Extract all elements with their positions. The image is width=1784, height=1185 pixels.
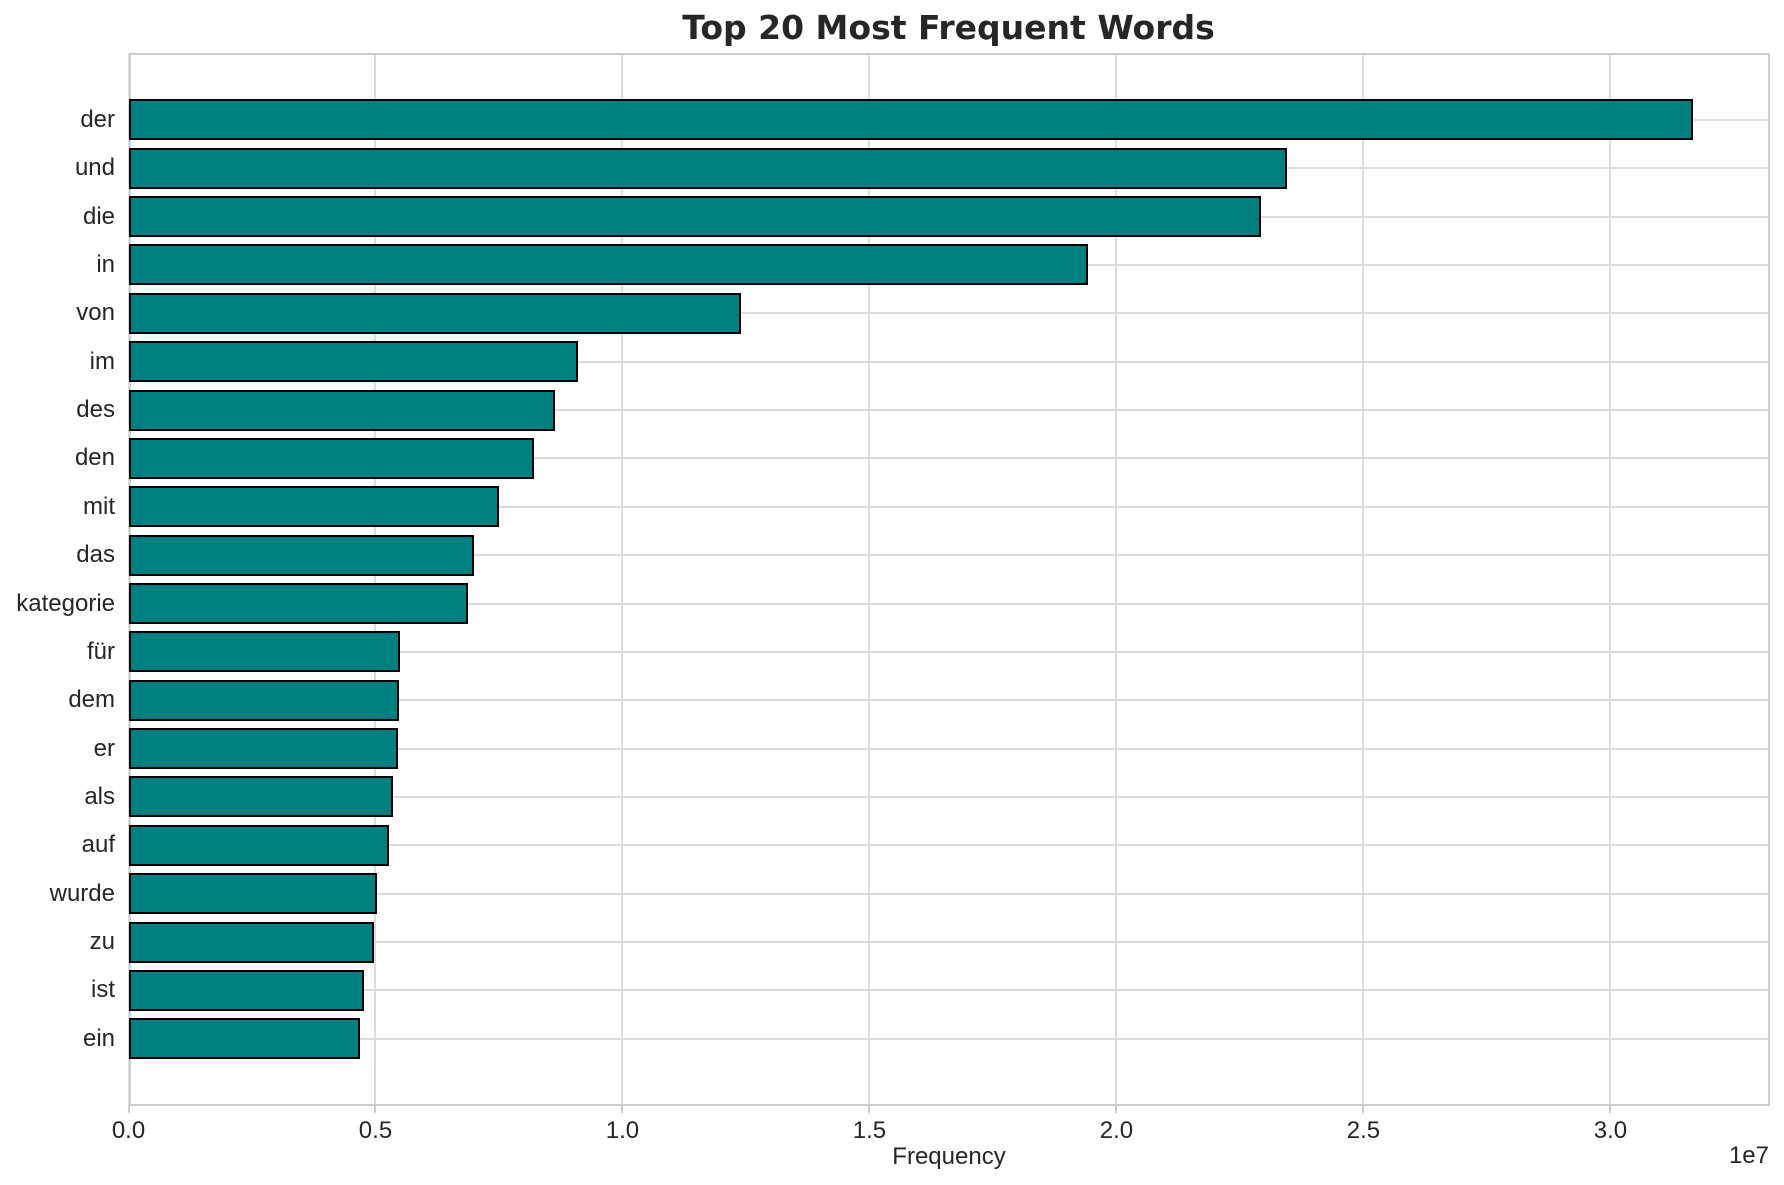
y-tick-label: den: [74, 444, 115, 472]
bar-zu: [128, 921, 374, 963]
y-gridline: [128, 941, 1770, 944]
plot-spine: [128, 52, 131, 1106]
y-tick-label: dem: [68, 686, 115, 714]
bar-mit: [128, 486, 499, 528]
y-tick-label: in: [96, 251, 115, 278]
x-tick-mark: [374, 1106, 377, 1113]
x-gridline: [621, 52, 624, 1106]
y-gridline: [128, 989, 1770, 992]
y-tick-label: mit: [83, 492, 115, 520]
y-gridline: [128, 747, 1770, 750]
x-tick-label: 0.0: [111, 1117, 146, 1144]
bar-die: [128, 196, 1261, 238]
y-gridline: [128, 844, 1770, 847]
y-tick-label: als: [84, 782, 115, 810]
plot-spine: [128, 52, 1770, 55]
y-tick-label: für: [86, 637, 115, 665]
chart-title: Top 20 Most Frequent Words: [682, 8, 1215, 47]
x-tick-label: 2.0: [1099, 1117, 1134, 1144]
y-tick-label: der: [80, 105, 115, 133]
x-gridline: [1362, 52, 1365, 1106]
y-tick-label: das: [76, 541, 115, 569]
x-gridline: [868, 52, 871, 1106]
y-gridline: [128, 892, 1770, 895]
y-tick-label: auf: [81, 831, 115, 859]
y-tick-label: ein: [82, 1024, 115, 1052]
bar-das: [128, 534, 475, 576]
plot-area: [127, 52, 1770, 1106]
y-tick-label: kategorie: [16, 589, 115, 617]
y-gridline: [128, 554, 1770, 557]
y-gridline: [128, 312, 1770, 315]
bar-für: [128, 631, 401, 673]
bar-als: [128, 776, 394, 818]
bar-des: [128, 389, 555, 431]
bar-im: [128, 341, 578, 383]
x-gridline: [1115, 52, 1118, 1106]
y-gridline: [128, 360, 1770, 363]
y-tick-label: ist: [91, 976, 115, 1004]
bar-der: [128, 99, 1693, 141]
bar-wurde: [128, 873, 377, 915]
x-tick-mark: [621, 1106, 624, 1113]
bar-in: [128, 244, 1088, 286]
x-tick-label: 0.5: [358, 1117, 393, 1144]
x-tick-mark: [1609, 1106, 1612, 1113]
y-tick-label: des: [76, 396, 115, 424]
y-tick-label: im: [89, 347, 115, 375]
x-tick-label: 1.0: [605, 1117, 640, 1144]
x-tick-label: 2.5: [1346, 1117, 1381, 1144]
x-tick-label: 3.0: [1593, 1117, 1628, 1144]
y-gridline: [128, 795, 1770, 798]
y-gridline: [128, 505, 1770, 508]
y-gridline: [128, 699, 1770, 702]
bar-er: [128, 728, 398, 770]
x-gridline: [374, 52, 377, 1106]
y-tick-label: wurde: [49, 879, 115, 907]
bar-und: [128, 147, 1288, 189]
bar-ein: [128, 1018, 361, 1060]
x-tick-mark: [1115, 1106, 1118, 1113]
y-tick-label: von: [76, 299, 115, 327]
y-gridline: [128, 1037, 1770, 1040]
y-tick-label: die: [82, 202, 115, 230]
bar-auf: [128, 824, 389, 866]
x-tick-label: 1.5: [852, 1117, 887, 1144]
x-tick-mark: [1362, 1106, 1365, 1113]
bar-den: [128, 437, 535, 479]
x-axis-offset-label: 1e7: [1728, 1142, 1769, 1169]
bar-ist: [128, 969, 365, 1011]
bar-von: [128, 292, 742, 334]
y-gridline: [128, 602, 1770, 605]
x-gridline: [1609, 52, 1612, 1106]
plot-spine: [128, 1103, 1770, 1106]
bar-kategorie: [128, 583, 469, 625]
y-tick-label: und: [74, 154, 115, 182]
y-gridline: [128, 457, 1770, 460]
y-gridline: [128, 409, 1770, 412]
y-gridline: [128, 650, 1770, 653]
bar-dem: [128, 679, 400, 721]
x-tick-mark: [868, 1106, 871, 1113]
y-tick-label: er: [93, 734, 115, 762]
plot-spine: [1767, 52, 1770, 1106]
x-axis-label: Frequency: [892, 1143, 1006, 1170]
y-tick-label: zu: [89, 928, 115, 956]
x-tick-mark: [127, 1106, 130, 1113]
